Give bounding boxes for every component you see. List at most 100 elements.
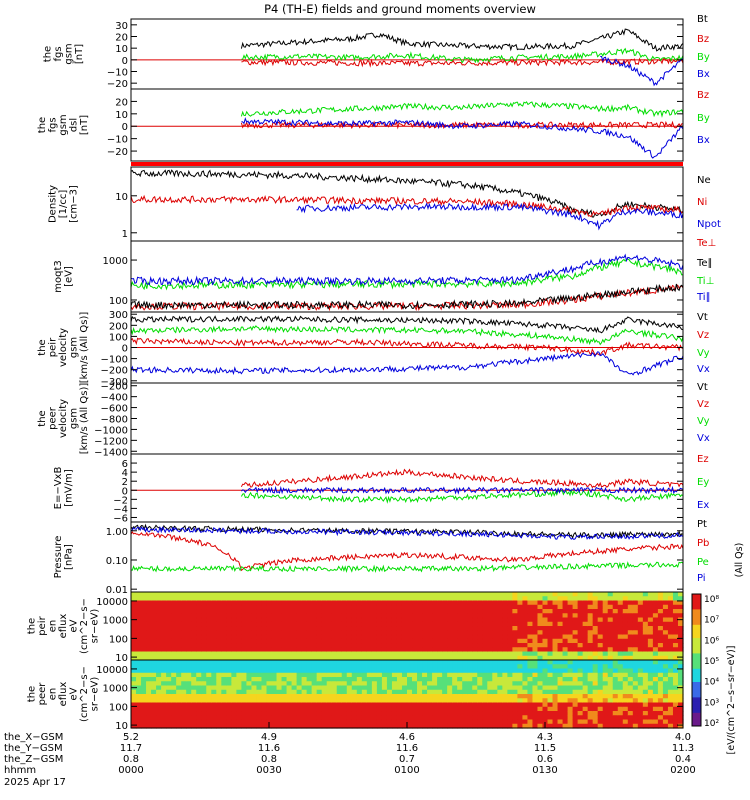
- heatmap-cell: [346, 638, 353, 644]
- heatmap-cell: [236, 698, 242, 704]
- heatmap-cell: [326, 592, 333, 597]
- heatmap-cell: [306, 706, 313, 712]
- heatmap-cell: [407, 617, 413, 623]
- heatmap-cell: [572, 715, 579, 721]
- heatmap-cell: [306, 613, 313, 619]
- heatmap-cell: [176, 621, 182, 627]
- heatmap-cell: [401, 660, 408, 665]
- heatmap-cell: [597, 651, 604, 657]
- ytick-label: 100: [109, 296, 128, 307]
- heatmap-cell: [652, 596, 659, 602]
- heatmap-cell: [236, 681, 242, 687]
- heatmap-cell: [482, 626, 488, 631]
- heatmap-cell: [482, 600, 488, 606]
- heatmap-cell: [266, 604, 273, 610]
- heatmap-cell: [547, 596, 554, 602]
- heatmap-cell: [622, 719, 629, 725]
- heatmap-cell: [592, 664, 599, 670]
- heatmap-cell: [457, 643, 463, 648]
- heatmap-cell: [522, 689, 529, 695]
- heatmap-cell: [366, 617, 373, 623]
- heatmap-cell: [622, 723, 629, 729]
- heatmap-cell: [597, 638, 604, 644]
- heatmap-cell: [662, 706, 669, 712]
- heatmap-cell: [311, 651, 318, 657]
- heatmap-cell: [412, 689, 418, 695]
- heatmap-cell: [171, 596, 177, 602]
- heatmap-cell: [346, 621, 353, 627]
- heatmap-cell: [642, 626, 649, 631]
- heatmap-cell: [652, 681, 659, 687]
- heatmap-cell: [336, 689, 343, 695]
- heatmap-cell: [422, 647, 428, 653]
- heatmap-cell: [376, 723, 383, 729]
- heatmap-cell: [301, 672, 308, 678]
- heatmap-cell: [141, 719, 147, 725]
- ytick-label: 0: [122, 344, 128, 355]
- heatmap-cell: [251, 681, 258, 687]
- heatmap-cell: [371, 643, 378, 648]
- heatmap-cell: [602, 634, 609, 640]
- colorbar-cell: [692, 675, 701, 679]
- heatmap-cell: [652, 723, 659, 729]
- heatmap-cell: [206, 604, 212, 610]
- heatmap-cell: [677, 634, 684, 640]
- heatmap-cell: [452, 634, 458, 640]
- heatmap-cell: [607, 630, 614, 636]
- xaxis-value: 11.7: [120, 743, 142, 754]
- heatmap-cell: [396, 643, 403, 648]
- heatmap-cell: [422, 672, 428, 678]
- legend-pe: Pe: [697, 557, 709, 568]
- legend-pb: Pb: [697, 538, 709, 549]
- heatmap-cell: [216, 664, 222, 670]
- heatmap-cell: [336, 677, 343, 682]
- heatmap-cell: [487, 664, 493, 670]
- heatmap-cell: [672, 689, 679, 695]
- heatmap-cell: [286, 694, 293, 699]
- xaxis-value: 0.8: [261, 754, 277, 765]
- heatmap-cell: [507, 681, 513, 687]
- heatmap-cell: [587, 681, 594, 687]
- heatmap-cell: [492, 681, 498, 687]
- heatmap-cell: [452, 681, 458, 687]
- heatmap-cell: [672, 655, 679, 661]
- heatmap-cell: [647, 643, 654, 648]
- heatmap-cell: [557, 643, 564, 648]
- heatmap-cell: [462, 647, 468, 653]
- heatmap-cell: [146, 711, 152, 716]
- heatmap-cell: [341, 681, 348, 687]
- heatmap-cell: [351, 660, 358, 665]
- heatmap-cell: [206, 698, 212, 704]
- heatmap-cell: [652, 698, 659, 704]
- heatmap-cell: [542, 600, 549, 606]
- heatmap-cell: [206, 715, 212, 721]
- heatmap-cell: [236, 604, 242, 610]
- heatmap-cell: [642, 647, 649, 653]
- ylabel-line: en: [48, 688, 59, 701]
- heatmap-cell: [396, 609, 403, 614]
- heatmap-cell: [276, 638, 283, 644]
- heatmap-cell: [336, 634, 343, 640]
- heatmap-cell: [492, 715, 498, 721]
- heatmap-cell: [492, 634, 498, 640]
- heatmap-cell: [607, 600, 614, 606]
- heatmap-cell: [331, 672, 338, 678]
- heatmap-cell: [557, 647, 564, 653]
- heatmap-cell: [291, 647, 298, 653]
- heatmap-cell: [346, 596, 353, 602]
- heatmap-cell: [537, 655, 544, 661]
- heatmap-cell: [141, 600, 147, 606]
- heatmap-cell: [391, 706, 398, 712]
- heatmap-cell: [542, 609, 549, 614]
- heatmap-cell: [351, 617, 358, 623]
- heatmap-cell: [652, 702, 659, 708]
- heatmap-cell: [316, 711, 323, 716]
- heatmap-cell: [497, 706, 503, 712]
- heatmap-cell: [166, 643, 172, 648]
- heatmap-cell: [371, 609, 378, 614]
- ytick-label: 20: [115, 33, 128, 44]
- heatmap-cell: [627, 660, 634, 665]
- heatmap-cell: [522, 681, 529, 687]
- heatmap-cell: [552, 621, 559, 627]
- heatmap-cell: [306, 634, 313, 640]
